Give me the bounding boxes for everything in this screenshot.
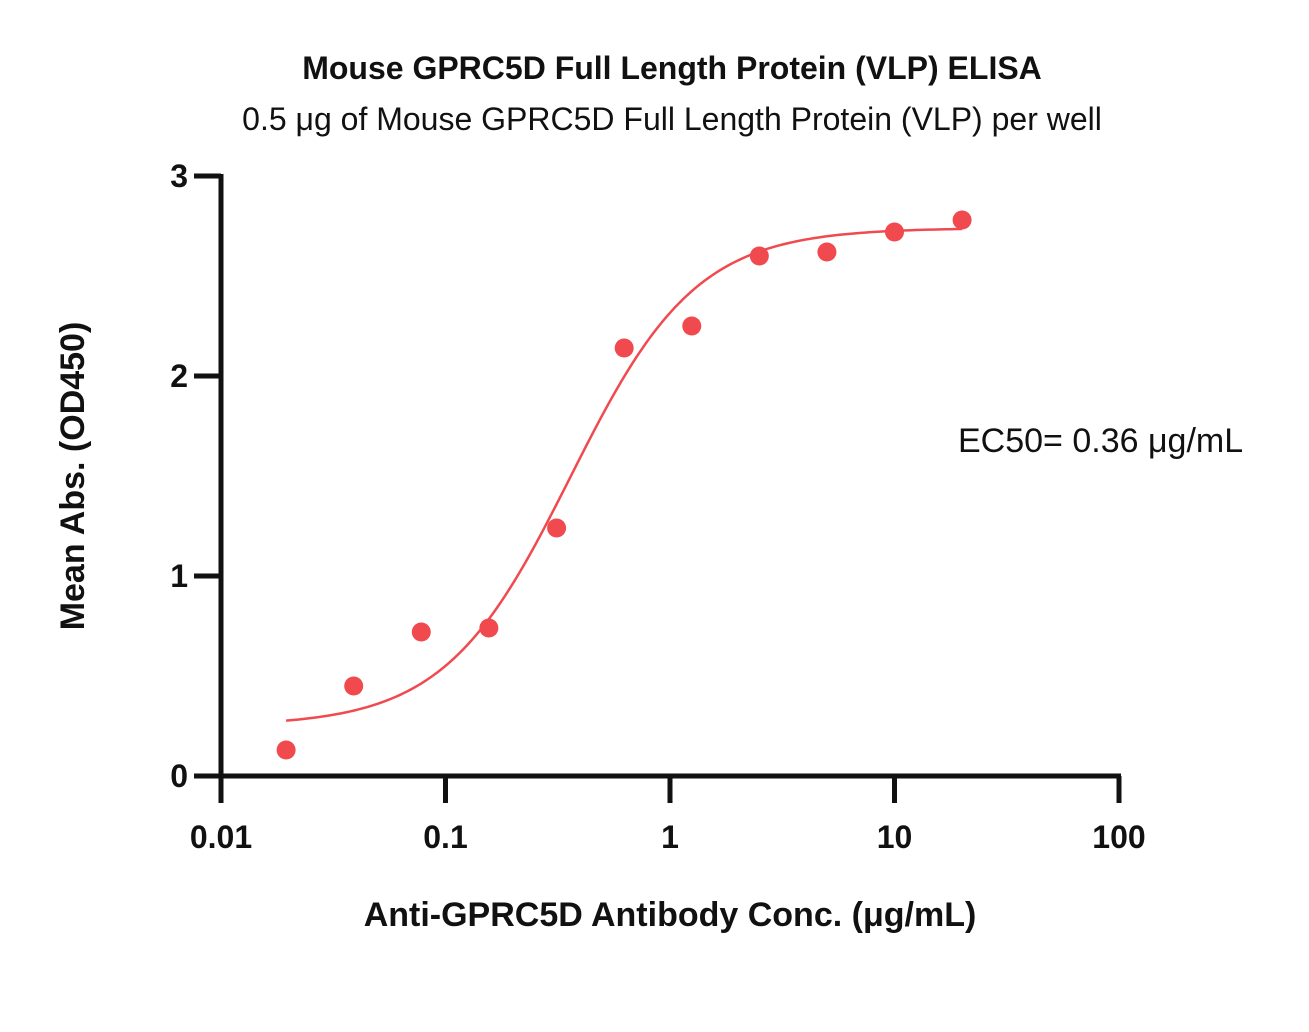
data-point <box>682 316 702 336</box>
data-point <box>885 222 904 242</box>
data-point <box>479 618 499 638</box>
plot-area: 0 1 2 3 0.01 0.1 1 10 100 <box>170 158 1145 855</box>
x-tick-label: 0.1 <box>423 819 467 855</box>
data-point <box>749 246 769 266</box>
data-point <box>952 210 972 230</box>
y-tick-label: 2 <box>170 358 188 394</box>
data-point <box>344 676 364 696</box>
data-point <box>614 338 634 358</box>
data-point <box>547 518 567 538</box>
y-axis-label: Mean Abs. (OD450) <box>54 322 92 631</box>
data-point <box>411 622 431 642</box>
data-point <box>817 242 837 262</box>
chart-title: Mouse GPRC5D Full Length Protein (VLP) E… <box>302 50 1042 86</box>
x-axis-label: Anti-GPRC5D Antibody Conc. (μg/mL) <box>364 896 977 934</box>
data-point <box>276 740 296 760</box>
chart-subtitle: 0.5 μg of Mouse GPRC5D Full Length Prote… <box>242 101 1102 137</box>
fit-curve <box>286 227 963 722</box>
x-tick-label: 1 <box>661 819 679 855</box>
y-tick-label: 1 <box>170 558 188 594</box>
y-tick-label: 0 <box>170 758 188 794</box>
x-tick-label: 10 <box>877 819 913 855</box>
ec50-annotation: EC50= 0.36 μg/mL <box>958 422 1243 460</box>
y-tick-label: 3 <box>170 158 188 194</box>
x-tick-label: 0.01 <box>190 819 252 855</box>
x-tick-label: 100 <box>1092 819 1145 855</box>
